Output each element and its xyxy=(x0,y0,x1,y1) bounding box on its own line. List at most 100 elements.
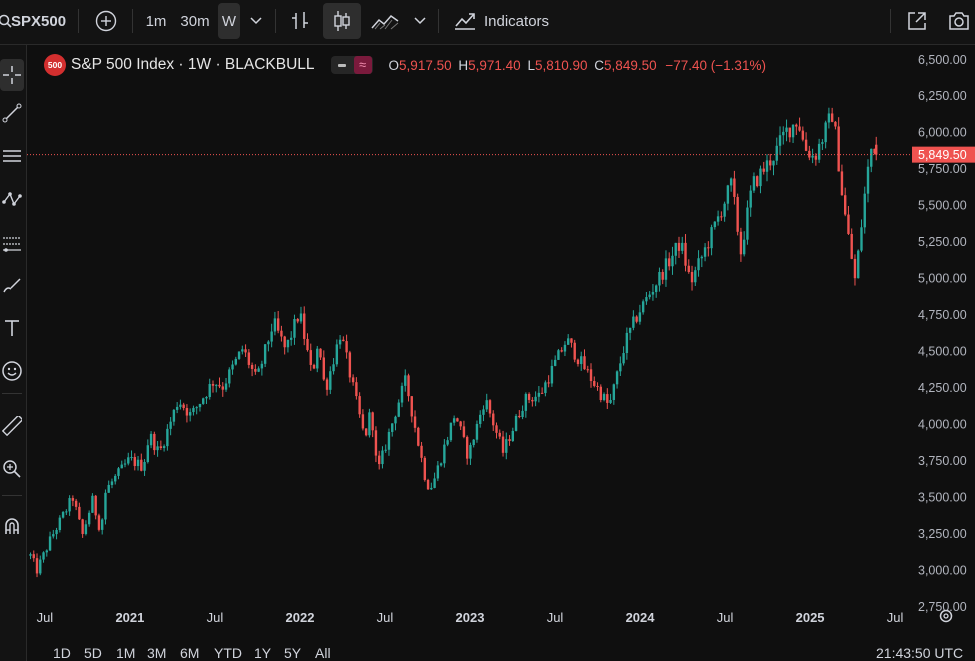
magnet-icon[interactable] xyxy=(0,511,24,541)
time-axis[interactable]: Jul 2021 Jul 2022 Jul 2023 Jul 2024 Jul 2025 Jul xyxy=(37,610,904,625)
pattern-tool-icon[interactable] xyxy=(0,185,24,215)
candle-body xyxy=(472,439,475,446)
candle-body xyxy=(866,166,870,194)
candle-body xyxy=(514,415,518,431)
candle-body xyxy=(465,436,469,459)
range-ytd-button[interactable]: YTD xyxy=(214,645,242,661)
horizontal-lines-icon[interactable] xyxy=(0,141,24,171)
candle-body xyxy=(185,408,189,416)
candle-body xyxy=(250,364,254,369)
candle-body xyxy=(205,396,208,399)
emoji-icon[interactable] xyxy=(0,356,24,386)
candle-body xyxy=(420,445,423,458)
range-5y-button[interactable]: 5Y xyxy=(284,645,302,661)
candle-body xyxy=(175,406,179,410)
candle-body xyxy=(599,386,602,401)
candle-body xyxy=(68,498,71,512)
candle-body xyxy=(107,484,110,493)
ohlc-values: O5,917.50 H5,971.40 L5,810.90 C5,849.50 … xyxy=(389,58,766,73)
interval-1m-button[interactable]: 1m xyxy=(145,12,167,30)
candle-body xyxy=(71,498,75,501)
interval-30m-button[interactable]: 30m xyxy=(180,12,210,30)
symbol-search-button[interactable]: SPX500 xyxy=(11,12,67,30)
candle-body xyxy=(45,550,48,553)
fullscreen-icon[interactable] xyxy=(904,0,930,42)
candle-body xyxy=(231,364,234,370)
candle-body xyxy=(746,207,749,240)
range-3m-button[interactable]: 3M xyxy=(147,645,167,661)
candle-body xyxy=(263,344,267,364)
search-icon[interactable] xyxy=(0,0,14,42)
candle-body xyxy=(397,402,400,417)
candle-body xyxy=(814,155,818,160)
candle-body xyxy=(850,233,853,259)
candle-body xyxy=(439,463,443,466)
candle-body xyxy=(87,512,91,525)
range-6m-button[interactable]: 6M xyxy=(180,645,200,661)
fib-retracement-icon[interactable] xyxy=(0,229,24,259)
divider xyxy=(275,9,276,33)
candle-body xyxy=(104,492,107,520)
chevron-down-icon[interactable] xyxy=(410,0,430,42)
candle-body xyxy=(482,409,485,415)
candle-body xyxy=(195,407,198,409)
candle-body xyxy=(622,353,625,364)
candle-body xyxy=(433,478,436,488)
candles-chart-type-icon[interactable] xyxy=(323,3,361,39)
candle-body xyxy=(739,231,743,255)
candle-body xyxy=(296,318,299,322)
range-all-button[interactable]: All xyxy=(315,645,331,661)
price-chart[interactable]: 6,500.00 6,250.00 6,000.00 5,750.00 5,500.00… xyxy=(27,45,975,636)
candle-body xyxy=(821,142,824,144)
area-chart-type-icon[interactable] xyxy=(369,0,401,42)
price-tick-label: 4,000.00 xyxy=(918,417,967,431)
candle-body xyxy=(801,130,805,140)
chevron-down-icon[interactable] xyxy=(246,0,266,42)
candle-body xyxy=(713,221,717,228)
range-1m-button[interactable]: 1M xyxy=(116,645,136,661)
candle-body xyxy=(290,337,293,340)
trend-line-icon[interactable] xyxy=(0,98,24,128)
range-5d-button[interactable]: 5D xyxy=(84,645,102,661)
candle-body xyxy=(81,519,84,534)
candle-body xyxy=(192,407,195,413)
price-tick-label: 4,750.00 xyxy=(918,308,967,322)
candle-body xyxy=(257,368,260,372)
price-axis[interactable]: 6,500.00 6,250.00 6,000.00 5,750.00 5,500.00… xyxy=(918,53,967,614)
candle-body xyxy=(306,338,309,351)
symbol-title[interactable]: S&P 500 Index · 1W · BLACKBULL xyxy=(71,56,315,73)
candle-body xyxy=(632,316,635,328)
candle-body xyxy=(583,356,586,370)
candle-body xyxy=(609,399,612,403)
indicators-button[interactable]: Indicators xyxy=(484,12,550,30)
time-tick-label: 2025 xyxy=(796,610,825,625)
settings-icon[interactable] xyxy=(939,609,953,623)
text-tool-icon[interactable] xyxy=(0,313,24,343)
ruler-icon[interactable] xyxy=(0,411,24,441)
brush-icon[interactable] xyxy=(0,271,24,301)
interval-w-button[interactable]: W xyxy=(218,3,240,39)
symbol-legend: 500 S&P 500 Index · 1W · BLACKBULL ≈ O5,… xyxy=(44,52,766,78)
time-tick-label: 2023 xyxy=(456,610,485,625)
crosshair-icon[interactable] xyxy=(0,59,24,91)
candle-body xyxy=(804,139,808,151)
compare-icon[interactable]: ≈ xyxy=(353,56,372,74)
candle-body xyxy=(166,428,169,447)
candle-body xyxy=(211,383,215,386)
range-1y-button[interactable]: 1Y xyxy=(254,645,272,661)
visibility-toggle[interactable]: ≈ xyxy=(330,56,373,74)
bar-chart-type-icon[interactable] xyxy=(287,0,313,42)
zoom-in-icon[interactable] xyxy=(0,454,24,484)
candle-body xyxy=(156,446,159,451)
add-symbol-icon[interactable] xyxy=(93,0,119,42)
camera-icon[interactable] xyxy=(945,0,973,42)
utc-clock[interactable]: 21:43:50 UTC xyxy=(876,645,964,661)
indicators-icon[interactable] xyxy=(452,0,478,42)
candle-body xyxy=(404,375,407,386)
eye-icon[interactable] xyxy=(337,63,346,67)
candle-body xyxy=(677,242,681,251)
candle-body xyxy=(172,409,176,422)
range-1d-button[interactable]: 1D xyxy=(53,645,71,661)
candle-body xyxy=(133,457,136,467)
price-tick-label: 5,750.00 xyxy=(918,162,967,176)
